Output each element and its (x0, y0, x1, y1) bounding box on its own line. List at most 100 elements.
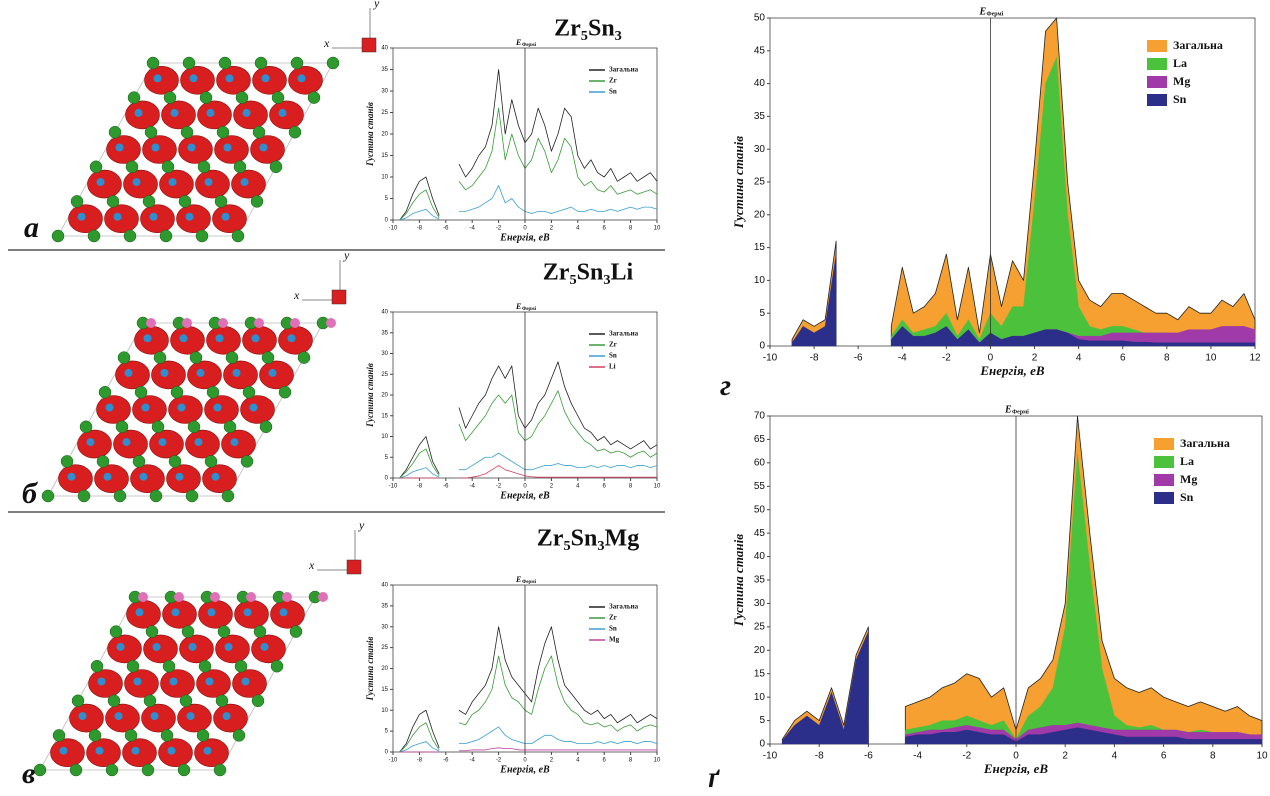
atom-sn (279, 608, 288, 617)
y-tick-label: 35 (381, 603, 388, 609)
atom-sn (189, 74, 198, 83)
atom-zr (41, 489, 55, 503)
y-tick-label: 15 (381, 413, 388, 419)
panel-label: б (22, 477, 38, 510)
y-tick-label: 25 (381, 645, 388, 651)
atom-sn (143, 334, 152, 343)
atom-dopant (146, 318, 156, 328)
atom-sn (205, 677, 214, 686)
electron-density (86, 738, 121, 768)
line (399, 726, 658, 753)
atom-zr (125, 160, 139, 174)
electron-density (197, 100, 232, 130)
atom-zr (307, 91, 321, 104)
atom-zr (170, 385, 184, 399)
atom-zr (60, 455, 74, 468)
atom-zr (250, 195, 264, 208)
line (399, 655, 658, 753)
x-tick-label: 10 (654, 226, 661, 232)
atom-dopant (254, 318, 264, 328)
atom-sn (78, 712, 87, 721)
atom-zr (69, 763, 83, 777)
electron-density (168, 395, 203, 424)
atom-sn (207, 608, 216, 617)
x-axis-label: Енергія, еВ (979, 363, 1045, 378)
y-tick-label: 65 (754, 434, 766, 445)
atom-sn (77, 212, 86, 221)
x-tick-label: -6 (864, 751, 873, 762)
electron-density (178, 135, 213, 164)
atom-dopant (282, 592, 292, 602)
atom-zr (206, 385, 220, 399)
atom-sn (135, 608, 144, 617)
electron-density (250, 135, 285, 164)
electron-density (204, 395, 239, 424)
atom-zr (213, 763, 227, 777)
atom-zr (52, 729, 66, 742)
atom-sn (86, 438, 95, 447)
line (399, 452, 658, 479)
atom-sn (224, 642, 233, 651)
legend-swatch (1154, 438, 1174, 450)
y-tick-label: 5 (385, 196, 389, 202)
atom-zr (123, 229, 137, 243)
atom-zr (153, 351, 167, 364)
atom-sn (241, 677, 250, 686)
atom-sn (187, 143, 196, 152)
legend-swatch (1147, 40, 1167, 52)
electron-density (240, 395, 275, 424)
y-axis-label: Густина станів (365, 637, 375, 702)
atom-zr (141, 763, 155, 777)
atom-zr (223, 420, 237, 434)
atom-sn (203, 746, 212, 755)
atom-zr (107, 694, 121, 708)
electron-density (142, 135, 177, 164)
electron-density (50, 738, 85, 768)
y-tick-label: 20 (754, 645, 766, 656)
atom-zr (70, 195, 84, 208)
atom-zr (134, 385, 148, 399)
legend-swatch (1147, 76, 1167, 88)
line (399, 390, 658, 479)
atom-zr (290, 56, 304, 70)
electron-density (176, 204, 211, 233)
y-tick-label: 10 (381, 708, 388, 714)
panel-label: в (22, 757, 35, 790)
atom-zr (218, 56, 232, 70)
y-tick-label: 0 (385, 750, 389, 756)
atom-sn (223, 143, 232, 152)
electron-density (113, 429, 148, 459)
atom-zr (161, 160, 175, 174)
electron-density (223, 360, 258, 390)
electron-density (68, 204, 103, 233)
atom-zr (179, 694, 193, 708)
y-tick-label: 25 (381, 372, 388, 378)
atom-dopant (218, 318, 228, 328)
y-tick-label: 35 (754, 575, 766, 586)
electron-density (69, 703, 104, 733)
atom-zr (199, 91, 213, 104)
atom-dopant (138, 592, 148, 602)
legend-label: Zr (609, 614, 617, 622)
atom-zr (33, 763, 47, 777)
x-tick-label: 6 (603, 758, 607, 764)
atom-zr (221, 489, 235, 503)
electron-density (216, 66, 251, 95)
electron-density (162, 599, 197, 629)
x-tick-label: -4 (470, 484, 476, 490)
electron-density (141, 703, 176, 733)
axis-label: y (358, 518, 365, 532)
electron-density (158, 738, 193, 768)
y-tick-label: 70 (754, 411, 766, 422)
x-tick-label: -2 (942, 353, 951, 364)
atom-zr (185, 489, 199, 503)
electron-density (115, 360, 150, 390)
axis-cube (346, 559, 362, 575)
electron-density (187, 360, 222, 390)
x-tick-label: 0 (988, 353, 994, 364)
y-tick-label: 15 (381, 687, 388, 693)
crystal-structure: xy (41, 248, 350, 503)
atom-sn (242, 108, 251, 117)
y-tick-label: 40 (754, 551, 766, 562)
